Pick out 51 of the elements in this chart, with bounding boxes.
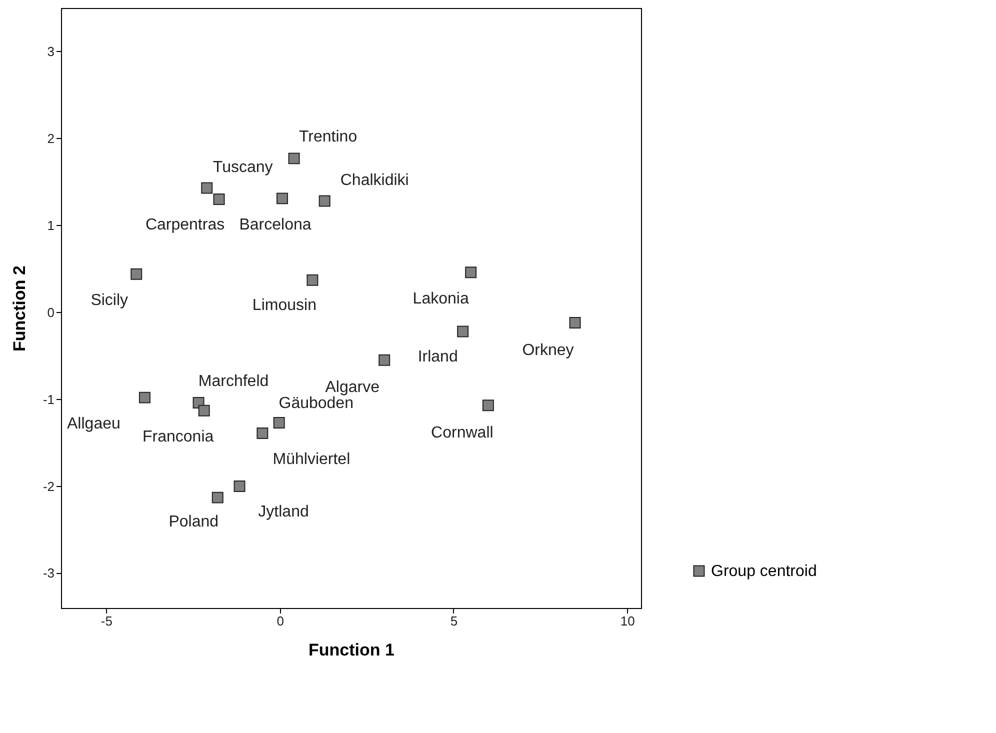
data-label: Lakonia <box>412 290 469 308</box>
x-tick-label: 10 <box>620 614 635 628</box>
data-label: Algarve <box>325 379 380 396</box>
y-tick-label: 0 <box>47 304 54 320</box>
point <box>465 266 477 278</box>
data-label: Gäuboden <box>278 394 354 412</box>
point <box>256 427 268 439</box>
data-label: Sicily <box>90 292 128 310</box>
point <box>273 417 285 429</box>
point <box>201 182 213 194</box>
legend-label: Group centroid <box>711 563 817 580</box>
point <box>288 152 300 164</box>
point <box>213 194 225 206</box>
point <box>198 404 210 416</box>
data-label: Marchfeld <box>198 372 269 390</box>
data-label: Chalkidiki <box>340 172 409 190</box>
point <box>212 492 224 504</box>
data-label: Barcelona <box>239 216 312 234</box>
point <box>318 195 330 207</box>
data-label: Trentino <box>298 128 358 146</box>
point <box>306 274 318 286</box>
point <box>457 326 469 338</box>
y-tick-label: -1 <box>42 392 54 407</box>
data-label: Poland <box>168 514 219 531</box>
data-label: Orkney <box>522 342 574 359</box>
data-label: Mühlviertel <box>272 451 350 468</box>
x-tick-label: 0 <box>276 614 284 628</box>
point <box>276 192 288 204</box>
x-tick-label: -5 <box>100 614 112 628</box>
y-tick-label: 2 <box>47 130 54 146</box>
data-label: Allgaeu <box>67 416 120 433</box>
point <box>569 317 581 329</box>
y-tick-label: -2 <box>42 478 54 494</box>
data-label: Limousin <box>252 297 316 314</box>
data-label: Jytland <box>258 503 309 520</box>
point <box>234 480 246 492</box>
y-tick-label: 3 <box>47 44 54 59</box>
point <box>138 392 150 404</box>
point <box>378 354 390 366</box>
x-axis-title: Function 1 <box>308 640 394 660</box>
y-tick-label: 1 <box>47 218 54 233</box>
data-label: Carpentras <box>145 216 225 234</box>
point <box>482 400 494 412</box>
point <box>130 268 142 280</box>
data-label: Tuscany <box>212 159 273 176</box>
data-label: Franconia <box>142 428 214 446</box>
x-tick-label: 5 <box>450 614 458 628</box>
data-label: Cornwall <box>431 424 494 442</box>
data-label: Irland <box>418 348 458 366</box>
y-tick-label: -3 <box>42 566 54 581</box>
y-axis-title: Function 2 <box>10 266 29 352</box>
